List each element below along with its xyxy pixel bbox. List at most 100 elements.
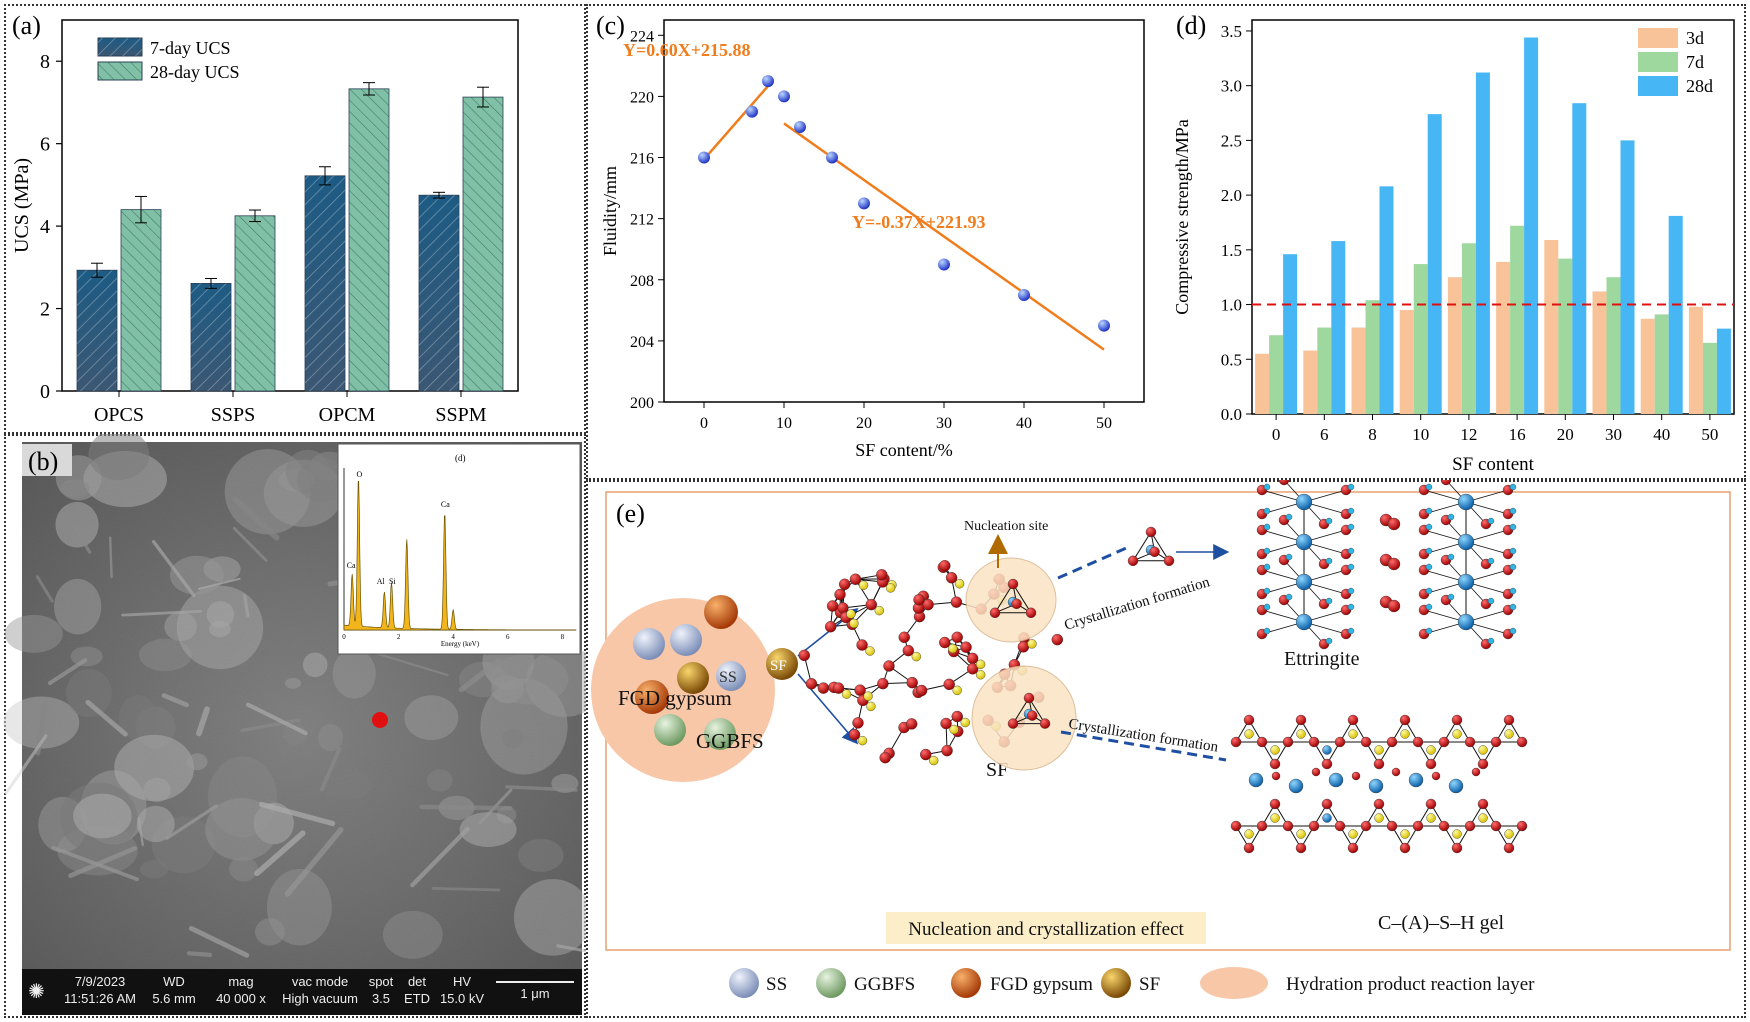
y-tick-label-a: 8: [40, 51, 50, 73]
bar-28d: [1620, 140, 1635, 414]
oxygen-atom: [817, 682, 830, 694]
eds-tick-label: 0: [342, 633, 346, 641]
ss-particle: [633, 628, 665, 660]
bar-hatch: [235, 215, 275, 391]
plot-frame-a: [61, 19, 519, 392]
ettr-hydrogen: [1347, 587, 1355, 595]
tetra-oxygen: [1007, 578, 1019, 590]
sulfate-oxygen: [1387, 557, 1401, 571]
sem-det-label: det: [407, 974, 427, 989]
data-point: [794, 120, 806, 133]
bar-3d: [1496, 261, 1511, 414]
nucleation-ellipse-bottom: [971, 665, 1077, 771]
bar-hatch: [349, 88, 389, 391]
y-tick-label-c: 212: [630, 212, 654, 229]
chain-center: [1348, 829, 1358, 839]
tetra-bond: [1132, 531, 1152, 562]
silicon-atom: [874, 605, 885, 616]
eds-peak-label: Ca: [347, 561, 356, 570]
interlayer-cation: [1288, 778, 1304, 794]
fgd-label: FGD gypsum: [618, 686, 732, 710]
sem-wd: 5.6 mm: [152, 991, 196, 1006]
ettr-hydrogen: [1509, 627, 1517, 635]
chain-oxygen: [1347, 842, 1359, 854]
ettr-hydrogen: [1325, 637, 1333, 645]
ettr-hydrogen: [1285, 553, 1293, 561]
ettr-hydrogen: [1447, 513, 1455, 521]
chain-center: [1296, 829, 1306, 839]
legend-ss-swatch: [729, 968, 759, 998]
legend-ggbfs-swatch: [816, 968, 846, 998]
ettr-cation: [1295, 493, 1313, 511]
chain-oxygen: [1490, 736, 1502, 748]
ettr-hydrogen: [1509, 483, 1517, 491]
sem-det: ETD: [404, 991, 430, 1006]
ettr-hydrogen: [1425, 603, 1433, 611]
oxygen-atom: [913, 594, 925, 606]
sem-date: 7/9/2023: [74, 974, 126, 989]
bar-3d: [1303, 350, 1318, 414]
chain-center: [1244, 829, 1254, 839]
eds-peak-label: Si: [389, 577, 396, 586]
sem-vac-label: vac mode: [291, 974, 349, 989]
bar-28d: [1475, 72, 1490, 415]
tetra-oxygen: [1127, 555, 1139, 567]
oxygen-atom: [950, 596, 963, 608]
ettr-cation: [1457, 493, 1475, 511]
ettr-hydrogen: [1325, 597, 1333, 605]
data-point: [938, 258, 950, 271]
plot-frame-c: [663, 19, 1145, 403]
ettr-hydrogen: [1487, 637, 1495, 645]
bar-28d: [1283, 254, 1298, 414]
csh-structure: [1230, 714, 1528, 854]
chain-oxygen: [1425, 798, 1437, 810]
oxygen-atom: [849, 573, 862, 585]
chain-center: [1322, 745, 1332, 755]
bar-7d: [1702, 342, 1717, 414]
ettr-hydrogen: [1487, 597, 1495, 605]
x-tick-label-d: 12: [1460, 425, 1477, 444]
y-tick-label-d: 1.0: [1221, 296, 1242, 315]
csh-label: C–(A)–S–H gel: [1378, 912, 1505, 934]
ettr-hydrogen: [1347, 627, 1355, 635]
x-tick-label-d: 50: [1701, 425, 1718, 444]
chain-oxygen: [1490, 820, 1502, 832]
oxygen-atom: [805, 678, 818, 690]
chain-oxygen: [1438, 736, 1450, 748]
bar-3d: [1544, 239, 1559, 414]
chain-oxygen: [1386, 820, 1398, 832]
y-tick-label-d: 0.0: [1221, 405, 1242, 424]
data-point: [858, 197, 870, 210]
legend-e: SS GGBFS FGD gypsum SF Hydration product…: [729, 967, 1535, 999]
x-tick-label-a: SSPM: [435, 404, 486, 426]
oxygen-atom: [905, 718, 918, 730]
chain-oxygen: [1308, 820, 1320, 832]
y-tick-label-d: 3.5: [1221, 22, 1242, 41]
tetra-oxygen: [1023, 692, 1035, 704]
silicon-atom: [949, 724, 959, 735]
bar-7d: [1558, 258, 1573, 414]
tetra-oxygen: [1145, 526, 1157, 538]
bar-3d: [1351, 327, 1366, 414]
sem-mag: 40 000 x: [216, 991, 266, 1006]
chain-center: [1452, 829, 1462, 839]
tetra-oxygen: [1039, 718, 1051, 729]
x-tick-label-d: 10: [1412, 425, 1429, 444]
bar-3d: [1399, 310, 1414, 414]
silicon-atom: [885, 583, 896, 593]
legend-swatch-d: [1638, 52, 1678, 72]
chain-oxygen: [1477, 758, 1489, 770]
eds-peak-label: Al: [377, 577, 386, 586]
ettr-hydrogen: [1263, 587, 1271, 595]
interlayer-cation: [1368, 778, 1384, 794]
eds-inset: (d) Ca O Al Si Ca 0 2 4 6 8 Energy (keV): [337, 443, 581, 655]
chain-center: [1296, 729, 1306, 739]
x-tick-label-c: 10: [776, 415, 792, 432]
ettr-hydrogen: [1425, 627, 1433, 635]
eds-spectrum: [343, 480, 577, 631]
ettr-hydrogen: [1447, 553, 1455, 561]
data-point: [1098, 319, 1110, 332]
crystallization-label-1: Crystallization formation: [1062, 574, 1212, 634]
ggbfs-particle: [704, 718, 736, 750]
chain-oxygen: [1399, 842, 1411, 854]
